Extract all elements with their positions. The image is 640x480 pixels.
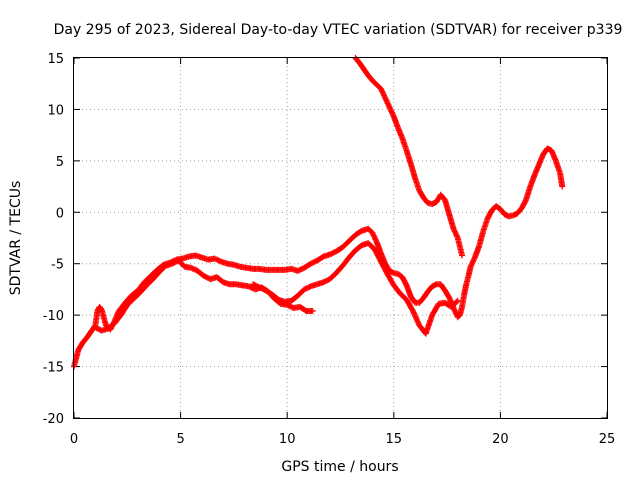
data-point: [388, 108, 395, 115]
y-tick-labels: -20 -15 -10 -5 0 5 10 15: [43, 52, 64, 427]
data-point: [385, 103, 392, 110]
x-tick-label: 0: [70, 432, 78, 447]
data-point: [383, 97, 390, 104]
data-point: [453, 232, 460, 239]
y-tick-label: 15: [47, 52, 64, 67]
chart-title: Day 295 of 2023, Sidereal Day-to-day VTE…: [54, 22, 623, 38]
data-point: [469, 259, 476, 266]
x-tick-labels: 0 5 10 15 20 25: [70, 432, 615, 447]
x-tick-label: 15: [386, 432, 403, 447]
grid: [74, 58, 607, 418]
axis-ticks: [73, 57, 608, 419]
data-point: [450, 225, 457, 232]
data-point: [387, 107, 394, 114]
y-axis-label: SDTVAR / TECUs: [8, 181, 24, 296]
data-point: [469, 258, 476, 265]
y-tick-label: -15: [43, 361, 64, 376]
y-tick-label: 5: [56, 155, 64, 170]
data-point: [370, 232, 377, 239]
data-point: [379, 88, 386, 95]
data-point: [378, 85, 385, 92]
y-tick-label: -20: [43, 412, 64, 427]
x-tick-label: 10: [279, 432, 296, 447]
y-tick-label: -10: [43, 309, 64, 324]
x-tick-label: 5: [176, 432, 184, 447]
data-point: [385, 101, 392, 108]
data-point: [454, 233, 461, 240]
x-tick-label: 20: [492, 432, 509, 447]
y-tick-label: 0: [56, 206, 64, 221]
data-point: [452, 231, 459, 238]
data-point: [378, 87, 385, 94]
data-point: [389, 110, 396, 117]
data-point: [451, 228, 458, 235]
data-point: [380, 91, 387, 98]
data-point: [386, 104, 393, 111]
data-point: [371, 233, 378, 240]
plot-frame: [73, 57, 608, 419]
data-point: [467, 263, 474, 270]
data-point: [453, 298, 460, 305]
data-point: [370, 231, 377, 238]
data-point: [381, 92, 388, 99]
data-point: [384, 99, 391, 106]
data-point: [451, 227, 458, 234]
x-tick-label: 25: [599, 432, 616, 447]
data-point: [382, 96, 389, 103]
x-axis-label: GPS time / hours: [281, 459, 398, 475]
data-point: [381, 93, 388, 100]
data-point: [459, 252, 466, 259]
data-point: [372, 236, 379, 243]
data-point: [384, 100, 391, 107]
y-tick-label: -5: [51, 258, 64, 273]
data-point: [468, 261, 475, 268]
data-points: [71, 55, 566, 370]
data-point: [309, 308, 316, 315]
data-point: [454, 297, 461, 304]
data-point: [468, 262, 475, 269]
data-point: [388, 109, 395, 116]
data-point: [369, 229, 376, 236]
data-point: [452, 229, 459, 236]
data-point: [470, 257, 477, 264]
data-point: [452, 308, 459, 315]
data-point: [387, 105, 394, 112]
y-tick-label: 10: [47, 103, 64, 118]
data-point: [371, 235, 378, 242]
data-point: [559, 183, 566, 190]
data-point: [382, 95, 389, 102]
data-point: [451, 307, 458, 314]
data-point: [379, 89, 386, 96]
